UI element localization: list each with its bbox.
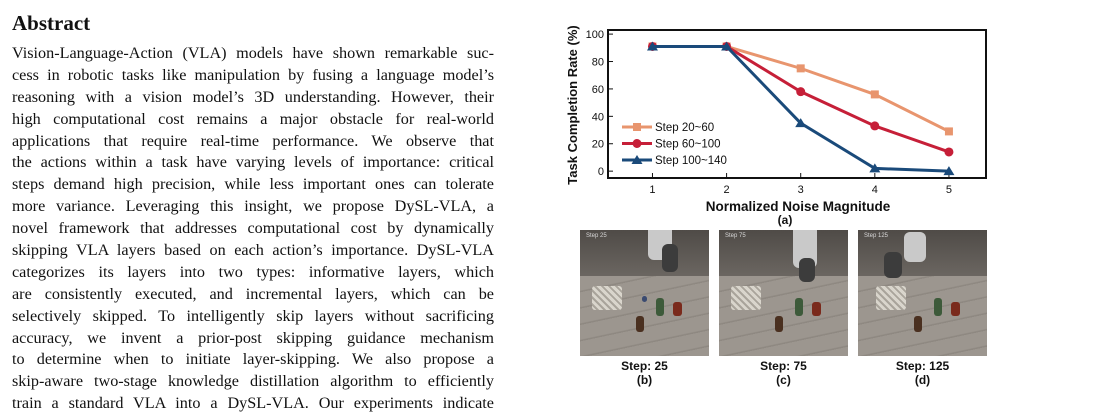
- robot-gripper-image: [799, 258, 815, 282]
- abstract-line: Vision-Language-Action (VLA) models have…: [12, 44, 494, 62]
- object-image: [673, 302, 682, 316]
- abstract-section: Abstract Vision-Language-Action (VLA) mo…: [12, 10, 494, 415]
- step-label: Step: 25: [621, 359, 668, 373]
- abstract-line: applications that require real-time perf…: [12, 131, 494, 150]
- abstract-heading: Abstract: [12, 11, 91, 35]
- sim-panel-b: Step 25: [580, 230, 709, 356]
- abstract-line: to determine when to initiate layer-skip…: [12, 350, 494, 369]
- x-tick-label: 1: [649, 184, 655, 196]
- abstract-line: the actions within a task have varying l…: [12, 153, 494, 172]
- abstract-line: skip-aware two-stage knowledge distillat…: [12, 372, 494, 391]
- data-point: [869, 163, 881, 173]
- x-tick-label: 5: [946, 184, 952, 196]
- x-tick-label: 2: [724, 184, 730, 196]
- object-image: [914, 316, 922, 332]
- data-point: [796, 87, 806, 97]
- plot-frame: [607, 29, 987, 179]
- panel-overlay-label: Step 25: [586, 233, 607, 239]
- line-chart: Task Completion Rate (%) Normalized Nois…: [565, 25, 987, 227]
- abstract-line: steps demand high precision, while less …: [12, 175, 494, 194]
- panel-caption-c: Step: 75 (c): [719, 359, 848, 387]
- robot-arm-image: [904, 232, 926, 262]
- basket-image: [592, 286, 622, 310]
- y-tick-label: 100: [586, 29, 604, 41]
- abstract-line: accuracy, we invent a prior-post skippin…: [12, 328, 494, 347]
- x-axis-label: Normalized Noise Magnitude: [706, 199, 891, 214]
- x-tick-label: 4: [872, 184, 878, 196]
- abstract-line: novel framework that addresses computati…: [12, 219, 494, 238]
- panel-tag: (c): [776, 373, 791, 387]
- object-image: [951, 302, 960, 316]
- abstract-line: more variance. Leveraging this insight, …: [12, 197, 494, 216]
- panel-tag: (b): [636, 373, 653, 387]
- legend-marker: [632, 139, 642, 148]
- data-point: [944, 147, 954, 157]
- y-tick-label: 40: [592, 111, 604, 123]
- object-image: [642, 296, 647, 302]
- object-image: [656, 298, 664, 316]
- panel-caption-d: Step: 125 (d): [858, 359, 987, 387]
- abstract-line: categorizes its layers into two types: i…: [12, 262, 494, 281]
- panel-overlay-label: Step 125: [864, 233, 889, 239]
- x-tick-label: 3: [798, 184, 804, 196]
- y-tick-label: 60: [592, 84, 604, 96]
- data-point: [721, 41, 733, 51]
- data-point: [944, 127, 953, 136]
- abstract-line: skipping VLA layers based on each action…: [12, 241, 494, 260]
- abstract-line: are consistently executed, and increment…: [12, 284, 494, 303]
- legend-label: Step 100~140: [655, 155, 727, 167]
- data-point: [795, 118, 807, 128]
- object-image: [775, 316, 783, 332]
- step-label: Step: 125: [895, 359, 950, 373]
- figure: Task Completion Rate (%) Normalized Nois…: [560, 8, 1000, 403]
- object-image: [934, 298, 942, 316]
- sim-panel-d: Step 125: [858, 230, 987, 356]
- y-tick-label: 80: [592, 57, 604, 69]
- data-point: [646, 41, 658, 51]
- object-image: [636, 316, 644, 332]
- chart-caption: (a): [778, 213, 793, 227]
- robot-gripper-image: [662, 244, 678, 272]
- abstract-line: high computational cost remains a major …: [12, 109, 494, 128]
- legend-label: Step 60~100: [655, 139, 721, 151]
- panel-caption-b: Step: 25 (b): [580, 359, 709, 387]
- data-point: [870, 121, 880, 131]
- panel-overlay-label: Step 75: [725, 233, 746, 239]
- series-line: [652, 44, 950, 154]
- data-point: [943, 166, 955, 176]
- y-tick-label: 0: [598, 166, 604, 178]
- scene-wall: [580, 230, 709, 276]
- abstract-line: selectively skipped. To intelligently sk…: [12, 306, 494, 325]
- legend-marker: [633, 123, 641, 131]
- basket-image: [876, 286, 906, 310]
- data-point: [870, 90, 879, 99]
- abstract-line: cess in robotic tasks like manipulation …: [12, 65, 494, 84]
- legend-marker: [631, 155, 643, 164]
- data-point: [796, 64, 805, 73]
- y-axis-label: Task Completion Rate (%): [565, 25, 580, 184]
- abstract-body: Vision-Language-Action (VLA) models have…: [12, 43, 494, 415]
- step-label: Step: 75: [760, 359, 807, 373]
- object-image: [812, 302, 821, 316]
- y-tick-label: 20: [592, 139, 604, 151]
- panel-tag: (d): [914, 373, 931, 387]
- basket-image: [731, 286, 761, 310]
- legend-label: Step 20~60: [655, 122, 714, 134]
- sim-panel-c: Step 75: [719, 230, 848, 356]
- scene-wall: [719, 230, 848, 276]
- abstract-line: reasoning with a vision model’s 3D under…: [12, 87, 494, 106]
- abstract-line: train a standard VLA into a DySL-VLA. Ou…: [12, 394, 494, 413]
- object-image: [795, 298, 803, 316]
- robot-gripper-image: [884, 252, 902, 278]
